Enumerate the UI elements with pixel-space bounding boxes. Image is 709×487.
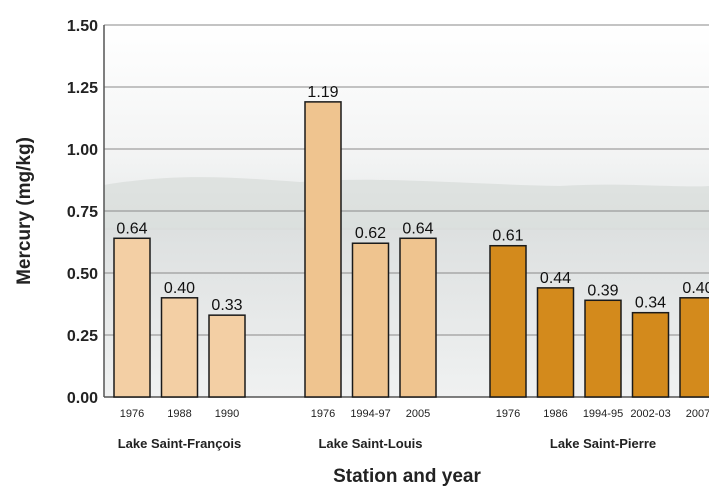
x-category-label: 1994-95 — [583, 408, 623, 420]
labels: 0.00 0.25 0.50 0.75 1.00 1.25 1.50 0.64 1976 0.40… — [67, 18, 709, 451]
y-tick-label: 1.00 — [67, 142, 98, 159]
bars — [113, 101, 709, 398]
bar — [489, 244, 527, 398]
bar-value-label: 0.33 — [211, 297, 242, 314]
bar — [113, 237, 151, 398]
bar-value-label: 0.64 — [402, 220, 433, 237]
x-category-label: 1990 — [215, 408, 239, 420]
y-tick-label: 0.25 — [67, 328, 98, 345]
x-category-label: 2007 — [686, 408, 709, 420]
x-category-label: 1976 — [496, 408, 520, 420]
y-tick-label: 1.50 — [67, 18, 98, 35]
bar-value-label: 0.64 — [116, 220, 147, 237]
group-label: Lake Saint-Pierre — [550, 436, 656, 451]
x-category-label: 1994-97 — [350, 408, 390, 420]
bar — [631, 311, 670, 398]
x-category-label: 2002-03 — [630, 408, 670, 420]
x-axis-title: Station and year — [333, 466, 481, 487]
x-category-label: 1976 — [120, 408, 144, 420]
y-tick-label: 0.50 — [67, 266, 98, 283]
bar-value-label: 0.44 — [540, 270, 571, 287]
bar — [160, 297, 199, 398]
bar — [536, 287, 575, 398]
x-category-label: 1988 — [167, 408, 191, 420]
bar-value-label: 0.34 — [635, 295, 666, 312]
y-tick-label: 0.75 — [67, 204, 98, 221]
bar-value-label: 0.39 — [587, 282, 618, 299]
bar-value-label: 1.19 — [307, 84, 338, 101]
bar — [584, 299, 622, 398]
group-label: Lake Saint-Louis — [318, 436, 422, 451]
bar-value-label: 0.40 — [682, 280, 709, 297]
x-category-label: 1986 — [543, 408, 567, 420]
bar-value-label: 0.62 — [355, 225, 386, 242]
bar — [351, 242, 390, 398]
y-tick-label: 0.00 — [67, 390, 98, 407]
bar-value-label: 0.40 — [164, 280, 195, 297]
bar — [399, 237, 437, 398]
bar — [304, 101, 342, 398]
group-label: Lake Saint-François — [118, 436, 242, 451]
y-axis-title: Mercury (mg/kg) — [14, 137, 35, 285]
x-category-label: 1976 — [311, 408, 335, 420]
bar-value-label: 0.61 — [492, 228, 523, 245]
y-tick-label: 1.25 — [67, 80, 98, 97]
x-category-label: 2005 — [406, 408, 430, 420]
bar — [208, 314, 246, 398]
bar — [679, 297, 709, 398]
